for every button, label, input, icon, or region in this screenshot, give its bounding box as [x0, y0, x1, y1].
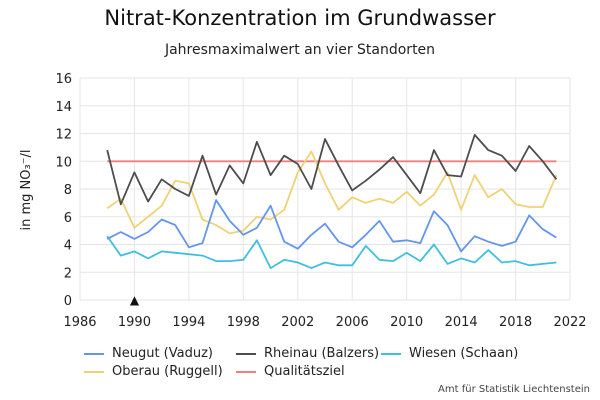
line-chart: 0 2 4 6 8 10 12 14 16 1986 1990 1994 1998 2002 2006 201…: [19, 72, 587, 330]
series-line-oberau-ruggell: [106, 150, 558, 235]
y-tick-label: 0: [64, 294, 72, 309]
y-tick-label: 16: [55, 72, 72, 87]
legend-label: Rheinau (Balzers): [264, 346, 380, 361]
series-lines: [106, 134, 558, 269]
legend-label: Oberau (Ruggell): [112, 364, 223, 379]
legend-swatch: [84, 352, 104, 355]
x-tick-label: 2002: [281, 315, 314, 330]
x-tick-label: 1986: [63, 315, 96, 330]
x-tick-label: 2014: [445, 315, 478, 330]
y-tick-label: 4: [64, 239, 72, 254]
y-tick-label: 2: [64, 266, 72, 281]
grid-lines: [79, 77, 571, 301]
legend-swatch: [381, 352, 401, 355]
x-tick-label: 1998: [227, 315, 260, 330]
x-tick-label: 2006: [336, 315, 369, 330]
x-tick-label: 2010: [390, 315, 423, 330]
chart-subtitle: Jahresmaximalwert an vier Standorten: [164, 42, 436, 58]
series-line-wiesen-schaan: [106, 235, 557, 269]
legend-swatch: [236, 352, 256, 355]
series-line-neugut-vaduz: [106, 199, 557, 253]
series-line-rheinau-balzers: [106, 134, 558, 206]
y-tick-label: 10: [55, 155, 72, 170]
y-axis-label: in mg NO₃⁻/l: [19, 149, 34, 230]
y-tick-label: 6: [64, 211, 72, 226]
legend-label: Qualitätsziel: [264, 364, 345, 379]
y-tick-label: 14: [55, 100, 72, 115]
legend-label: Neugut (Vaduz): [112, 346, 213, 361]
legend-item: Qualitätsziel: [236, 364, 345, 379]
source-note: Amt für Statistik Liechtenstein: [438, 384, 590, 395]
legend-item: Rheinau (Balzers): [236, 346, 379, 361]
axis-marker-triangle: ▲: [130, 293, 140, 307]
x-tick-label: 2022: [553, 315, 586, 330]
legend-label: Wiesen (Schaan): [409, 346, 519, 361]
legend-item: Oberau (Ruggell): [84, 364, 223, 379]
chart-title: Nitrat-Konzentration im Grundwasser: [104, 6, 496, 30]
legend-item: Wiesen (Schaan): [381, 346, 518, 361]
x-tick-label: 1990: [118, 315, 151, 330]
y-tick-label: 8: [64, 183, 72, 198]
x-tick-label: 1994: [172, 315, 205, 330]
legend-swatch: [236, 370, 256, 373]
legend-item: Neugut (Vaduz): [84, 346, 213, 361]
x-tick-label: 2018: [499, 315, 532, 330]
y-tick-label: 12: [55, 128, 72, 143]
axes: 0 2 4 6 8 10 12 14 16 1986 1990 1994 1998 2002 2006 201…: [55, 72, 586, 330]
legend-swatch: [84, 370, 104, 373]
